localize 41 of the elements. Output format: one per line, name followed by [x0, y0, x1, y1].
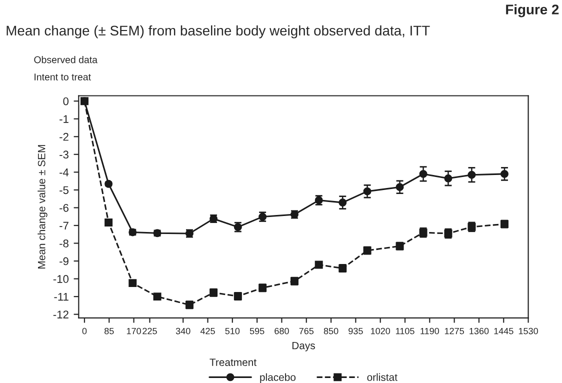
y-axis-title: Mean change value ± SEM: [38, 145, 48, 268]
y-tick-label: -1: [60, 115, 68, 123]
x-tick-label: 1360: [470, 328, 489, 334]
x-tick-label: 850: [324, 328, 338, 334]
y-tick-label: -6: [60, 204, 68, 212]
x-tick-label: 510: [225, 328, 240, 334]
x-tick-label: 170: [126, 328, 141, 334]
y-tick-label: -11: [54, 292, 68, 301]
x-tick-label: 340: [176, 328, 190, 334]
y-tick-label: -2: [60, 132, 68, 141]
x-axis-title: Days: [292, 342, 315, 352]
x-tick-label: 935: [348, 328, 363, 334]
y-tick-label: -10: [53, 275, 69, 283]
x-tick-label: 85: [104, 328, 114, 334]
y-tick-label: -5: [60, 186, 68, 194]
y-tick-label: -12: [53, 310, 68, 318]
x-tick-label: 225: [142, 328, 157, 334]
x-tick-label: 1105: [396, 328, 414, 334]
x-tick-label: 1020: [370, 328, 390, 334]
chart-title: Mean change (± SEM) from baseline body weight observed data, ITT: [6, 25, 430, 38]
x-tick-label: 1190: [420, 328, 440, 334]
x-tick-label: 680: [274, 328, 289, 334]
x-tick-label: 765: [299, 328, 314, 334]
y-tick-label: 0: [63, 97, 69, 106]
y-tick-label: -9: [60, 257, 68, 266]
legend-label: orlistat: [367, 373, 398, 381]
y-tick-label: -7: [60, 222, 68, 230]
legend-label: placebo: [260, 373, 296, 383]
x-tick-label: 0: [82, 328, 87, 334]
x-tick-label: 1530: [518, 328, 538, 334]
legend-title: Treatment: [210, 358, 256, 366]
text: Observed data: [34, 56, 98, 64]
caption: Figure 2: [506, 4, 559, 18]
x-tick-label: 595: [250, 328, 264, 334]
x-tick-label: 425: [200, 328, 215, 334]
x-tick-label: 1275: [444, 328, 464, 334]
x-tick-label: 1445: [494, 328, 514, 334]
y-tick-label: -4: [60, 168, 69, 176]
text: Intent to treat: [34, 74, 91, 80]
y-tick-label: -3: [60, 150, 68, 159]
y-tick-label: -8: [60, 240, 68, 248]
